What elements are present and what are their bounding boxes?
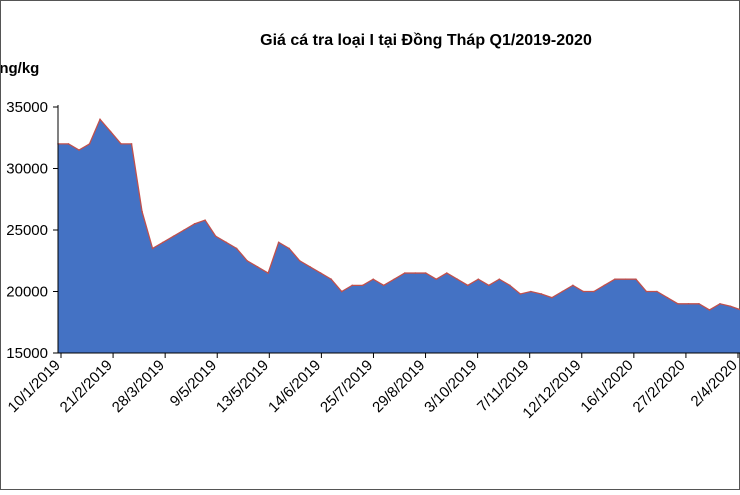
data-point [582, 290, 585, 293]
data-point [698, 303, 700, 305]
data-point [572, 284, 574, 287]
x-tick-label: 25/7/2019 [317, 357, 376, 416]
data-point [172, 235, 175, 237]
data-point [456, 278, 459, 281]
data-point [467, 284, 469, 287]
data-point [298, 259, 301, 262]
x-tick-label: 16/1/2020 [577, 357, 636, 416]
data-point [687, 303, 690, 305]
y-tick-label: 30000 [6, 161, 48, 178]
data-point [141, 210, 143, 213]
data-point [214, 235, 217, 237]
data-point [488, 284, 490, 287]
x-tick-label: 2/4/2020 [688, 357, 740, 410]
data-point [382, 284, 385, 287]
x-tick-label: 9/5/2019 [167, 357, 220, 410]
plot-area: 15000 20000 25000 30000 35000 10/1/201921/2/2… [5, 99, 740, 422]
data-point [67, 143, 70, 145]
data-point [183, 229, 185, 231]
data-point [361, 284, 364, 287]
data-point [593, 290, 595, 293]
data-point [477, 278, 480, 281]
data-point [530, 290, 532, 293]
chart-title: Giá cá tra loại I tại Đồng Tháp Q1/2019-… [260, 32, 592, 49]
data-point [340, 290, 343, 293]
data-point [540, 293, 543, 295]
x-tick-label: 13/5/2019 [213, 357, 272, 416]
data-point [677, 303, 679, 305]
series-line [58, 118, 740, 311]
data-point [277, 241, 280, 244]
data-point [235, 247, 238, 250]
data-point [256, 266, 259, 268]
data-point [225, 241, 227, 244]
x-tick-label: 10/1/2019 [5, 357, 64, 416]
data-point [614, 278, 616, 281]
data-point [351, 284, 354, 287]
data-point [78, 149, 80, 151]
data-point [551, 296, 553, 299]
data-point [414, 272, 417, 274]
data-point [666, 296, 669, 299]
data-point [330, 278, 333, 281]
data-point [635, 278, 637, 281]
data-point [120, 143, 122, 145]
y-axis-label: đồng/kg [1, 60, 39, 77]
x-tick-label: 14/6/2019 [265, 357, 324, 416]
x-tick-label: 3/10/2019 [421, 357, 480, 416]
data-point [656, 290, 658, 293]
y-tick-label: 25000 [6, 222, 48, 239]
data-point [445, 272, 448, 274]
data-point [162, 241, 164, 244]
data-point [645, 290, 648, 293]
data-point [719, 303, 721, 305]
data-point [729, 305, 732, 308]
data-point [151, 247, 154, 250]
data-point [372, 278, 375, 281]
data-point [424, 272, 427, 274]
data-point [561, 290, 564, 293]
data-point [88, 143, 91, 145]
data-point [603, 284, 606, 287]
data-point [393, 278, 396, 281]
x-tick-label: 29/8/2019 [369, 357, 428, 416]
y-tick-label: 15000 [6, 345, 48, 362]
data-point [267, 272, 269, 274]
x-tick-label: 21/2/2019 [57, 357, 116, 416]
data-point [435, 278, 438, 281]
series-area [58, 119, 740, 353]
data-point [288, 247, 290, 250]
x-tick-label: 28/3/2019 [109, 357, 168, 416]
data-point [708, 309, 711, 311]
data-point [204, 219, 206, 221]
y-tick-label: 35000 [6, 99, 48, 116]
data-point [319, 272, 322, 274]
data-point [403, 272, 406, 274]
data-point [99, 118, 101, 121]
data-point [624, 278, 627, 281]
data-point [519, 293, 522, 295]
data-point [498, 278, 501, 281]
data-point [109, 130, 112, 133]
data-point [130, 143, 133, 145]
data-point [509, 284, 511, 287]
data-point [246, 259, 248, 262]
y-tick-label: 20000 [6, 284, 48, 301]
x-tick-label: 27/2/2020 [630, 357, 689, 416]
data-point [193, 223, 196, 225]
data-point [309, 266, 311, 268]
